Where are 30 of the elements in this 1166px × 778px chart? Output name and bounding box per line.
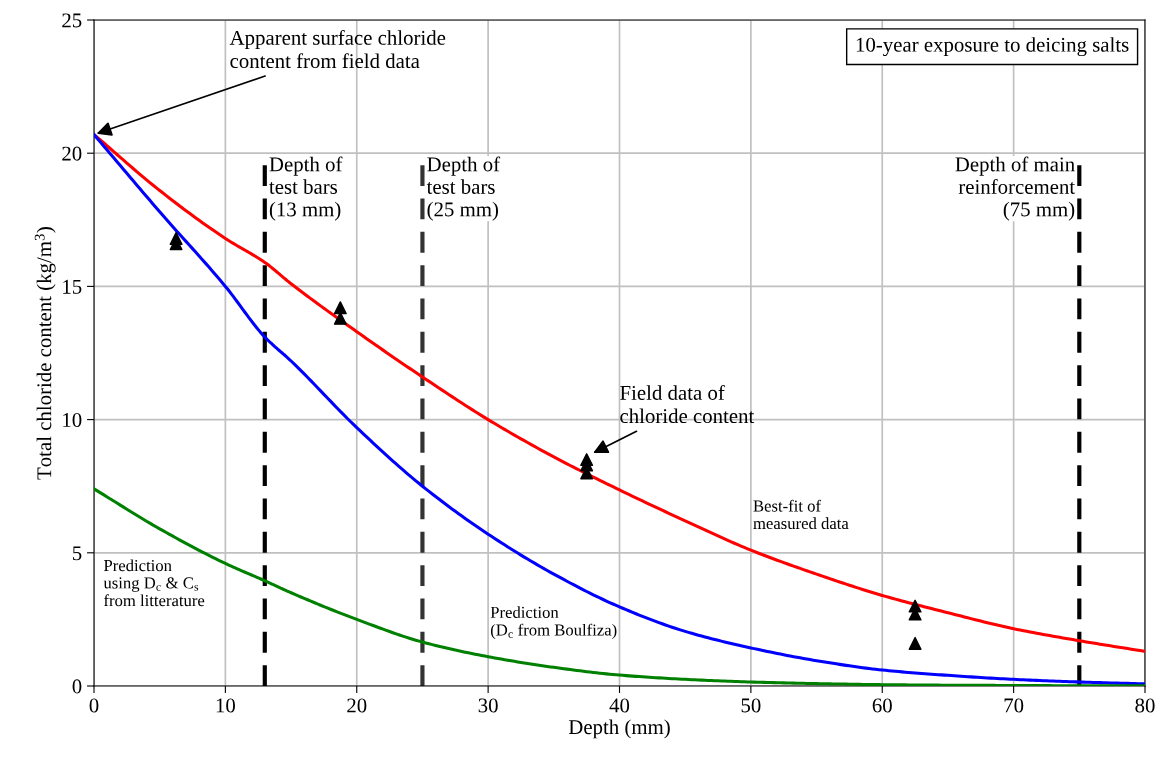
point	[580, 453, 594, 467]
annotation: Apparent surface chloride content from field data	[229, 29, 446, 69]
x-tick-label: 70	[1004, 698, 1024, 713]
y-tick-label: 25	[62, 13, 82, 28]
x-tick-label: 30	[478, 698, 498, 713]
x-tick-label: 10	[216, 698, 235, 713]
x-tick-label: 60	[872, 698, 892, 713]
y-tick-label: 0	[72, 679, 82, 694]
annotation: 10-year exposure to deicing salts	[856, 37, 1129, 57]
ref-line-label: Depth of test bars (25 mm)	[426, 156, 501, 221]
x-tick-label: 20	[347, 698, 367, 713]
x-tick-label: 40	[609, 698, 630, 713]
point	[333, 301, 347, 315]
y-tick-label: 20	[62, 146, 82, 161]
y-tick-label: 15	[63, 279, 82, 294]
x-tick-label: 50	[741, 698, 761, 713]
y-axis-title: Total chloride content (kg/m$^{3}$)	[34, 227, 56, 480]
annotation: Prediction using D$_{c}$ & C$_{s}$ from litterature	[103, 559, 205, 607]
x-tick-label: 0	[89, 698, 99, 713]
y-tick-label: 5	[72, 546, 82, 561]
ref-line-label: Depth of main reinforcement (75 mm)	[955, 156, 1076, 221]
annotation: Best-fit of measured data	[753, 499, 849, 530]
x-tick-label: 80	[1135, 698, 1155, 713]
annotation: Field data of chloride content	[620, 385, 755, 424]
annotation: Prediction (D$_{c}$ from Boulfiza)	[490, 606, 617, 639]
x-axis-title: Depth (mm)	[568, 719, 670, 739]
point	[169, 231, 183, 245]
y-tick-label: 10	[63, 412, 82, 428]
point	[908, 636, 922, 650]
ref-line-label: Depth of test bars (13 mm)	[269, 156, 343, 221]
